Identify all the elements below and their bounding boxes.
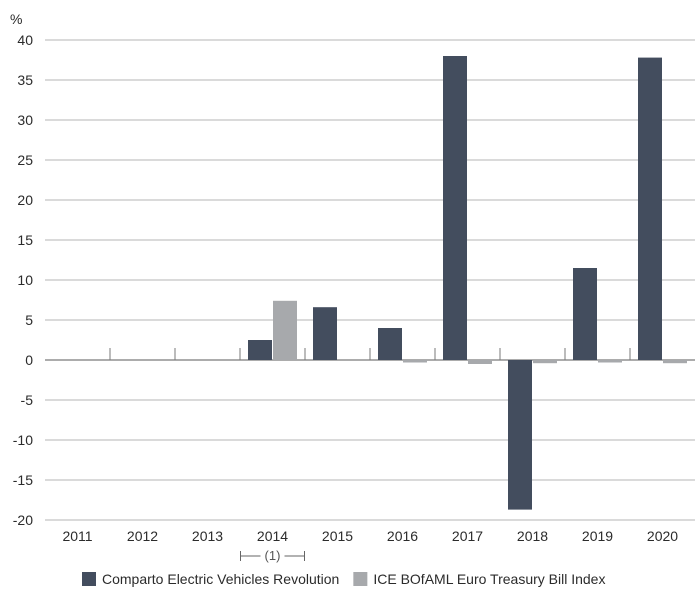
x-tick-label: 2017: [452, 528, 483, 544]
legend-label-benchmark: ICE BOfAML Euro Treasury Bill Index: [373, 571, 605, 587]
bar-benchmark-2018: [533, 360, 557, 364]
bar-benchmark-2016: [403, 360, 427, 363]
bar-fund-2018: [508, 360, 532, 510]
annotations: (1): [240, 548, 305, 563]
y-tick-label: 0: [25, 352, 33, 368]
bar-benchmark-2014: [273, 300, 297, 360]
y-axis-unit-label: %: [10, 11, 22, 27]
bar-benchmark-2017: [468, 360, 492, 364]
legend-label-fund: Comparto Electric Vehicles Revolution: [102, 571, 339, 587]
y-tick-label: 20: [17, 192, 33, 208]
bar-fund-2014: [248, 340, 272, 360]
x-tick-label: 2012: [127, 528, 158, 544]
y-tick-label: -15: [13, 472, 33, 488]
bar-fund-2015: [313, 307, 337, 360]
legend: Comparto Electric Vehicles Revolution ICE…: [82, 571, 605, 587]
x-tick-label: 2015: [322, 528, 353, 544]
y-tick-label: 25: [17, 152, 33, 168]
x-tick-label: 2013: [192, 528, 223, 544]
y-tick-label: 10: [17, 272, 33, 288]
y-tick-label: 5: [25, 312, 33, 328]
x-axis-ticks: 2011 2012 2013 2014 2015 2016 2017 2018 2019 2020: [62, 528, 678, 544]
y-tick-label: 15: [17, 232, 33, 248]
legend-swatch-fund: [82, 572, 96, 586]
bar-benchmark-2019: [598, 360, 622, 363]
y-axis-ticks: 40 35 30 25 20 15 10 5 0 -5 -10 -15 -20: [13, 32, 33, 528]
y-tick-label: -10: [13, 432, 33, 448]
x-tick-label: 2016: [387, 528, 418, 544]
x-tick-label: 2014: [257, 528, 288, 544]
annotation-label: (1): [265, 548, 281, 563]
bars: [248, 56, 687, 510]
x-tick-label: 2018: [517, 528, 548, 544]
bar-fund-2016: [378, 328, 402, 360]
legend-swatch-benchmark: [353, 572, 368, 586]
y-tick-label: 40: [17, 32, 33, 48]
bar-benchmark-2020: [663, 360, 687, 364]
gridlines: [45, 39, 695, 521]
bar-fund-2017: [443, 56, 467, 360]
x-tick-label: 2020: [647, 528, 678, 544]
x-tick-label: 2011: [62, 528, 92, 544]
bar-fund-2020: [638, 57, 662, 360]
y-tick-label: 35: [17, 72, 33, 88]
y-tick-label: 30: [17, 112, 33, 128]
x-tick-label: 2019: [582, 528, 613, 544]
y-tick-label: -20: [13, 512, 33, 528]
y-tick-label: -5: [21, 392, 34, 408]
bar-fund-2019: [573, 268, 597, 360]
